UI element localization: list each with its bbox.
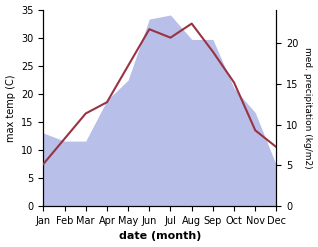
Y-axis label: max temp (C): max temp (C) <box>5 74 16 142</box>
Y-axis label: med. precipitation (kg/m2): med. precipitation (kg/m2) <box>303 47 313 169</box>
X-axis label: date (month): date (month) <box>119 231 201 242</box>
